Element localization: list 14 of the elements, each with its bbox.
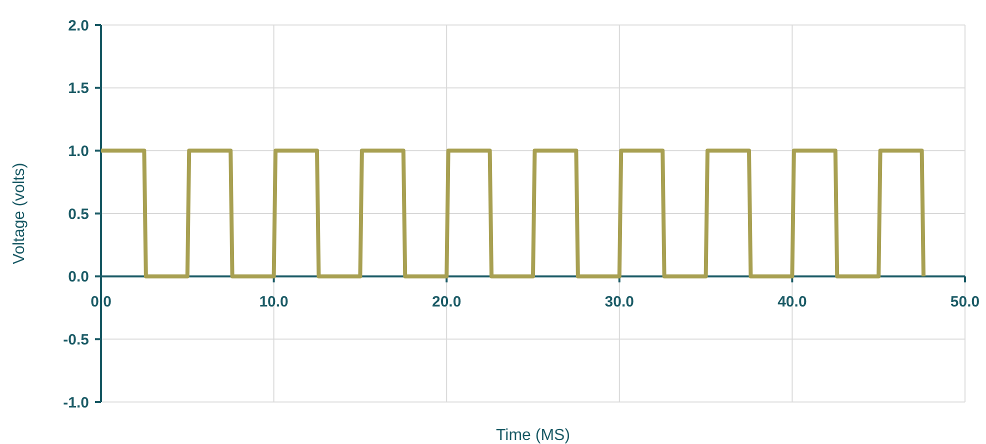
y-tick-label: -0.5 [63,331,89,348]
y-tick-label: 1.0 [68,142,89,160]
y-tick-label: 0.0 [68,268,89,286]
x-tick-label: 20.0 [432,293,462,310]
x-tick-label: 10.0 [259,293,288,310]
y-tick-label: 1.5 [68,80,89,98]
x-tick-label: 50.0 [950,293,980,310]
y-tick-label: -1.0 [63,394,89,412]
y-tick-label: 2.0 [68,17,89,34]
x-axis-title: Time (MS) [496,427,570,444]
x-tick-label: 30.0 [604,293,634,310]
y-axis-title: Voltage (volts) [11,162,28,264]
x-tick-label: 40.0 [778,293,807,310]
y-tick-label: 0.5 [68,206,89,223]
